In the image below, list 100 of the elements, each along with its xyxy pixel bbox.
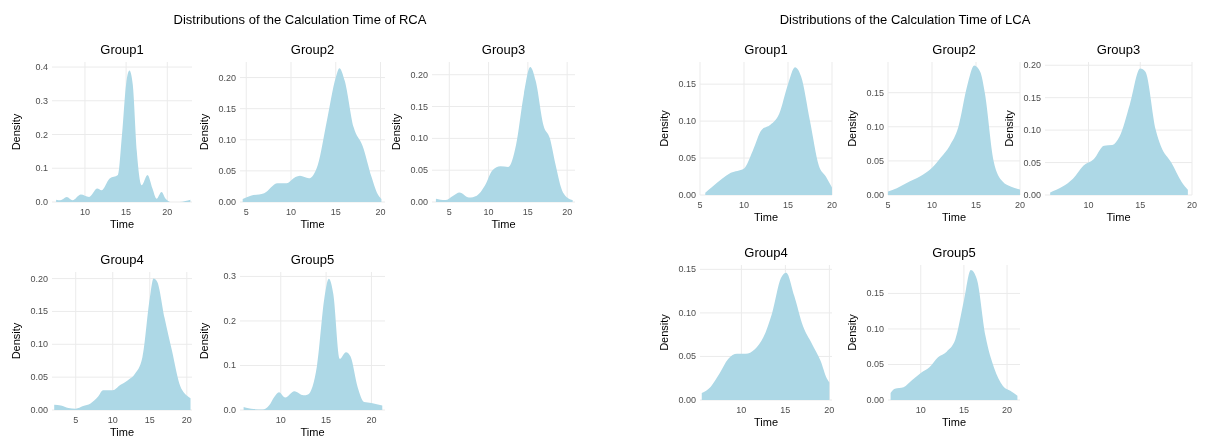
y-tick-label: 0.05 [410, 165, 428, 176]
x-axis-title: Time [300, 426, 325, 438]
x-tick-label: 15 [782, 200, 794, 210]
y-tick-label: 0.1 [223, 360, 236, 371]
chart-title: Group4 [744, 245, 788, 260]
y-tick-label: 0.15 [678, 264, 696, 275]
y-tick-label: 0.15 [410, 101, 428, 112]
x-tick-label: 5 [885, 200, 891, 210]
x-tick-label: 20 [824, 405, 835, 415]
y-tick-label: 0.15 [866, 288, 884, 299]
y-tick-label: 0.05 [218, 165, 236, 176]
y-tick-label: 0.05 [866, 155, 884, 166]
x-tick-label: 10 [926, 200, 938, 210]
y-tick-label: 0.3 [35, 95, 48, 106]
y-tick-label: 0.10 [1023, 125, 1041, 136]
x-tick-label: 15 [321, 415, 332, 425]
x-tick-label: 15 [144, 415, 155, 425]
x-tick-label: 5 [697, 200, 703, 210]
x-axis-title: Time [1106, 211, 1131, 223]
y-axis-title: Density [658, 109, 670, 147]
y-axis-title: Density [198, 113, 210, 151]
y-tick-label: 0.4 [35, 62, 48, 73]
x-axis-title: Time [753, 211, 779, 223]
chart-title: Group1 [744, 42, 788, 57]
y-tick-label: 0.15 [218, 103, 236, 114]
y-tick-label: 0.2 [223, 315, 236, 326]
y-axis-title: Density [390, 113, 402, 151]
text: Distributions of the Calculation Time of LCA [779, 12, 1031, 27]
chart-title: Group3 [481, 42, 526, 57]
x-tick-label: 15 [1135, 200, 1146, 210]
text: Distributions of the Calculation Time of RCA [173, 12, 427, 27]
x-tick-label: 20 [562, 207, 573, 217]
x-tick-label: 20 [366, 415, 377, 425]
y-tick-label: 0.15 [678, 79, 696, 90]
y-tick-label: 0.10 [678, 307, 696, 318]
x-axis-title: Time [753, 416, 779, 428]
y-tick-label: 0.05 [678, 351, 696, 362]
x-axis-title: Time [941, 416, 967, 428]
y-tick-label: 0.05 [866, 359, 884, 370]
y-tick-label: 0.00 [30, 405, 48, 415]
x-tick-label: 10 [1083, 200, 1094, 210]
y-tick-label: 0.10 [866, 323, 884, 334]
y-tick-label: 0.00 [1023, 190, 1041, 200]
y-tick-label: 0.2 [35, 129, 48, 140]
chart-title: Group2 [290, 42, 335, 57]
y-tick-label: 0.0 [223, 405, 236, 415]
x-tick-label: 10 [483, 207, 494, 217]
chart-title: Group1 [100, 42, 144, 57]
chart-title: Group4 [100, 252, 144, 267]
y-tick-label: 0.05 [678, 153, 696, 164]
x-tick-label: 5 [446, 207, 452, 217]
y-tick-label: 0.15 [866, 87, 884, 98]
y-tick-label: 0.20 [30, 273, 48, 284]
y-tick-label: 0.1 [35, 163, 48, 174]
y-tick-label: 0.00 [866, 395, 884, 405]
y-axis-title: Density [1003, 109, 1015, 147]
x-tick-label: 15 [330, 207, 341, 217]
x-tick-label: 10 [915, 405, 926, 415]
y-tick-label: 0.10 [678, 116, 696, 127]
chart-title: Group5 [932, 245, 976, 260]
x-tick-label: 20 [1002, 405, 1013, 415]
x-axis-title: Time [109, 218, 135, 230]
x-tick-label: 20 [375, 207, 386, 217]
y-tick-label: 0.15 [1023, 92, 1041, 103]
x-axis-title: Time [109, 426, 135, 438]
y-tick-label: 0.3 [223, 271, 236, 282]
y-tick-label: 0.20 [410, 69, 428, 80]
x-tick-label: 5 [73, 415, 79, 425]
x-tick-label: 15 [121, 207, 132, 217]
y-tick-label: 0.20 [218, 72, 236, 83]
x-tick-label: 10 [738, 200, 750, 210]
chart-title: Group3 [1096, 42, 1141, 57]
y-tick-label: 0.00 [218, 197, 236, 207]
y-tick-label: 0.00 [678, 190, 696, 200]
y-tick-label: 0.0 [35, 197, 48, 207]
y-axis-title: Density [10, 113, 22, 151]
y-axis-title: Density [658, 313, 670, 351]
y-tick-label: 0.20 [1023, 60, 1041, 71]
y-tick-label: 0.05 [30, 372, 48, 383]
y-axis-title: Density [10, 322, 22, 360]
x-tick-label: 20 [162, 207, 173, 217]
x-tick-label: 15 [522, 207, 533, 217]
x-tick-label: 15 [780, 405, 791, 415]
x-axis-title: Time [300, 218, 325, 230]
y-tick-label: 0.00 [410, 197, 428, 207]
x-axis-title: Time [941, 211, 967, 223]
y-tick-label: 0.10 [218, 134, 236, 145]
y-axis-title: Density [846, 109, 858, 147]
y-tick-label: 0.15 [30, 306, 48, 317]
x-tick-label: 10 [736, 405, 747, 415]
y-tick-label: 0.05 [1023, 157, 1041, 168]
x-tick-label: 20 [826, 200, 838, 210]
x-tick-label: 20 [1186, 200, 1198, 210]
chart-title: Group5 [290, 252, 335, 267]
x-tick-label: 10 [79, 207, 90, 217]
x-tick-label: 10 [107, 415, 118, 425]
chart-title: Group2 [932, 42, 976, 57]
y-tick-label: 0.00 [678, 395, 696, 405]
x-tick-label: 5 [243, 207, 249, 217]
x-tick-label: 20 [181, 415, 192, 425]
